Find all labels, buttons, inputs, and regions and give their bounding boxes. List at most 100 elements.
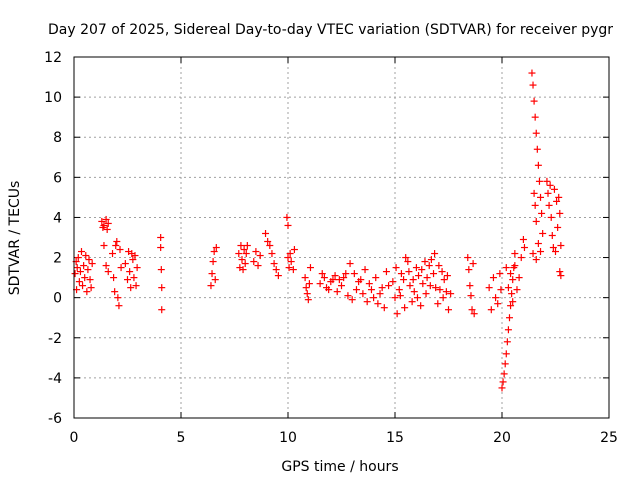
data-point xyxy=(529,250,537,258)
data-point xyxy=(496,270,504,278)
data-point xyxy=(507,302,515,310)
data-point xyxy=(254,262,262,270)
y-tick-labels: -6 -4 -2 0 2 4 6 8 10 12 xyxy=(44,50,62,427)
x-tick-label: 10 xyxy=(279,430,297,446)
data-point xyxy=(554,223,562,231)
data-point xyxy=(100,242,108,250)
data-point xyxy=(109,250,117,258)
data-point xyxy=(439,294,447,302)
x-tick-label: 25 xyxy=(600,430,618,446)
data-point xyxy=(376,290,384,298)
data-point xyxy=(415,272,423,280)
data-point xyxy=(86,276,94,284)
data-point xyxy=(508,290,516,298)
data-point xyxy=(442,288,450,296)
data-point xyxy=(357,276,365,284)
data-point xyxy=(350,270,358,278)
data-point xyxy=(284,221,292,229)
data-point xyxy=(391,294,399,302)
data-point xyxy=(88,260,96,268)
data-point xyxy=(323,284,331,292)
data-point xyxy=(104,219,112,227)
data-point xyxy=(380,304,388,312)
data-point xyxy=(395,286,403,294)
data-point xyxy=(546,181,554,189)
data-point xyxy=(76,268,84,276)
data-point xyxy=(268,250,276,258)
data-point xyxy=(75,278,83,286)
data-point xyxy=(79,282,87,290)
data-point xyxy=(497,286,505,294)
y-tick-label: 4 xyxy=(53,210,62,226)
data-point xyxy=(207,282,215,290)
data-point xyxy=(333,288,341,296)
data-point xyxy=(133,264,141,272)
data-point xyxy=(485,284,493,292)
data-point xyxy=(432,284,440,292)
data-point xyxy=(528,69,536,77)
data-point xyxy=(212,244,220,252)
data-point xyxy=(301,274,309,282)
data-point xyxy=(158,284,166,292)
data-point xyxy=(434,300,442,308)
data-point xyxy=(440,276,448,284)
data-point xyxy=(287,258,295,266)
data-point xyxy=(529,81,537,89)
data-point xyxy=(443,272,451,280)
data-point xyxy=(130,274,138,282)
data-point xyxy=(110,274,118,282)
data-point xyxy=(504,326,512,334)
y-tick-label: 0 xyxy=(53,291,62,307)
data-point xyxy=(327,278,335,286)
y-axis-label: SDTVAR / TECUs xyxy=(7,181,23,296)
data-point xyxy=(544,189,552,197)
data-point xyxy=(465,266,473,274)
data-point xyxy=(361,266,369,274)
data-point xyxy=(266,242,274,250)
data-point xyxy=(503,338,511,346)
data-point xyxy=(83,288,91,296)
data-point xyxy=(289,266,297,274)
data-point xyxy=(418,266,426,274)
data-point xyxy=(505,314,513,322)
y-tick-label: -4 xyxy=(48,371,62,387)
data-point xyxy=(532,256,540,264)
data-point xyxy=(285,264,293,272)
data-point xyxy=(238,256,246,264)
data-point xyxy=(410,288,418,296)
data-point xyxy=(412,264,420,272)
data-point xyxy=(500,370,508,378)
data-point xyxy=(470,310,478,318)
data-point xyxy=(103,225,111,233)
data-point xyxy=(316,280,324,288)
data-point xyxy=(104,268,112,276)
data-point xyxy=(129,256,137,264)
data-point xyxy=(82,252,90,260)
data-point xyxy=(98,217,106,225)
data-point xyxy=(283,213,291,221)
data-point xyxy=(534,161,542,169)
data-point xyxy=(393,310,401,318)
data-point xyxy=(158,306,166,314)
data-point xyxy=(406,282,414,290)
data-point xyxy=(430,270,438,278)
data-point xyxy=(419,280,427,288)
data-point xyxy=(545,201,553,209)
data-point xyxy=(507,270,515,278)
data-point xyxy=(487,306,495,314)
data-point xyxy=(235,250,243,258)
data-point xyxy=(436,286,444,294)
data-point xyxy=(397,270,405,278)
data-point xyxy=(304,296,312,304)
data-point xyxy=(549,244,557,252)
data-point xyxy=(320,274,328,282)
data-point xyxy=(305,280,313,288)
data-point xyxy=(157,244,165,252)
data-point xyxy=(302,284,310,292)
data-point xyxy=(274,272,282,280)
data-point xyxy=(372,274,380,282)
data-point xyxy=(338,282,345,290)
data-point xyxy=(303,290,311,298)
data-point xyxy=(534,240,542,248)
data-point xyxy=(382,268,390,276)
